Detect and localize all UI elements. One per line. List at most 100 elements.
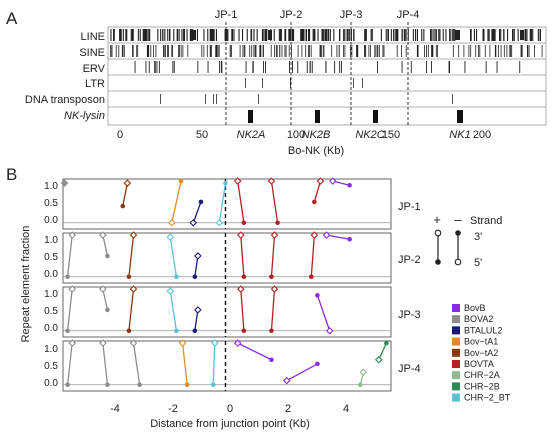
repeat-tick [353,78,354,88]
repeat-tick [113,29,115,41]
repeat-tick [137,29,139,41]
strand-legend-title: Strand [470,215,502,227]
repeat-tick [382,45,384,57]
repeat-tick [212,29,214,41]
repeat-tick [353,29,355,41]
panel-b-row-labels: JP-1 JP-2 JP-3 JP-4 [398,201,421,375]
repeat-tick [146,29,148,41]
gene-block-nk2c [373,110,378,123]
segment-filled-end [269,274,274,280]
segment-line [66,235,73,277]
repeat-tick [139,29,141,41]
repeat-tick [154,61,156,73]
plot-frame [62,178,392,230]
segment-line [102,343,109,385]
repeat-tick [160,29,162,41]
panel-a-x-axis-label: Bo-NK (Kb) [288,145,344,157]
color-legend: BovBBOVA2BTALUL2Bov−tA1Bov−tA2BOVTACHR−2… [452,303,511,403]
repeat-tick [421,29,423,41]
segment-line [378,342,387,361]
repeat-element-segment [315,293,334,335]
y-tick-p3-05: 0.5 [44,306,58,317]
repeat-tick [322,29,324,41]
repeat-tick [210,29,212,41]
repeat-tick [275,45,277,57]
segment-open-end [166,233,175,241]
panel-a-junction-markers: JP-1 JP-2 JP-3 JP-4 [215,9,419,127]
repeat-tick [162,29,164,41]
repeat-element-segment [282,361,320,385]
repeat-tick [344,29,346,41]
segment-filled-end [192,328,198,334]
panel-b-x-axis-label: Distance from junction point (Kb) [150,418,310,430]
track-label-ltr: LTR [85,78,105,90]
gene-block-nk2a [248,110,253,123]
repeat-tick [145,61,147,73]
repeat-tick [348,29,350,41]
repeat-tick [218,45,220,57]
segment-line [316,295,331,331]
segment-open-end [359,368,368,377]
repeat-tick [163,45,164,57]
legend-swatch [452,326,460,335]
segment-line [122,183,129,207]
repeat-tick [158,61,160,73]
repeat-tick [313,29,315,41]
repeat-tick [438,29,440,41]
segment-line [169,237,178,277]
segment-filled-end [315,293,320,298]
repeat-tick [179,45,180,57]
repeat-tick [329,29,331,41]
repeat-tick [328,29,330,41]
repeat-tick [220,61,222,73]
strand-legend: + – Strand 3' 5' [433,212,502,269]
repeat-tick [284,29,286,41]
repeat-tick [169,29,171,41]
legend-item: BOVA2 [452,314,493,324]
repeat-tick [309,45,310,57]
repeat-element-segment [237,285,247,334]
segment-filled-end [174,328,179,334]
repeat-tick [451,29,453,41]
segment-line [237,342,272,361]
repeat-tick [305,45,307,57]
repeat-tick [288,29,290,41]
repeat-tick [173,61,175,73]
repeat-tick [339,29,341,41]
b-x-tick-2: 2 [285,403,291,415]
legend-item: Bov−tA1 [452,337,498,347]
panel-b-letter: B [6,165,17,184]
repeat-element-segment [237,231,247,280]
segment-filled-end [65,382,70,388]
segment-open-end [322,231,331,239]
repeat-tick [496,61,498,73]
repeat-tick [157,29,159,41]
repeat-tick [320,45,322,57]
segment-filled-end [241,328,247,334]
segment-open-end [129,285,138,293]
repeat-tick [346,29,348,41]
legend-item: Bov−tA2 [452,348,498,358]
repeat-tick [279,45,281,57]
repeat-element-segment [215,180,228,227]
segment-line [270,235,276,277]
repeat-tick [122,45,124,57]
repeat-tick [150,45,152,57]
repeat-tick [539,29,541,41]
repeat-tick [500,29,502,41]
b-x-tick-0: 0 [227,403,233,415]
repeat-tick [178,45,179,57]
repeat-tick [233,29,235,41]
repeat-tick [268,30,272,40]
segment-open-end [99,339,107,347]
panel-a-nk-lysin-genes [248,110,463,123]
repeat-tick [172,61,174,73]
segment-filled-end [126,328,132,334]
repeat-tick [207,61,209,73]
segment-open-end [68,339,76,347]
legend-swatch [452,315,460,324]
legend-label: BTALUL2 [464,325,502,335]
repeat-tick [336,45,338,57]
segment-line [270,180,279,223]
repeat-tick [278,29,280,41]
